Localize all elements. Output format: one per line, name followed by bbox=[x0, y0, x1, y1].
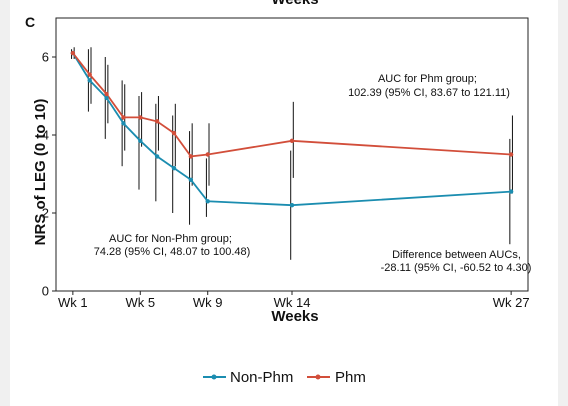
x-tick-label: Wk 27 bbox=[493, 295, 530, 310]
data-point-non-phm bbox=[154, 154, 160, 159]
annotation-phm-auc-line1: AUC for Phm group; bbox=[378, 73, 477, 85]
legend-marker-non-phm bbox=[211, 374, 217, 380]
data-point-phm bbox=[171, 130, 177, 136]
data-point-non-phm bbox=[289, 203, 295, 208]
y-tick-label: 2 bbox=[42, 206, 49, 221]
data-point-phm bbox=[188, 154, 194, 159]
series-points bbox=[70, 50, 514, 208]
annotation-nonphm-auc-line1: AUC for Non-Phm group; bbox=[109, 233, 232, 245]
annotation-diff-auc-line1: Difference between AUCs, bbox=[392, 249, 521, 261]
figure-frame: Weeks C 0 2 4 6 Wk 1 Wk 5 Wk 9 Wk 14 Wk 27 Weeks… bbox=[10, 0, 558, 406]
data-point-non-phm bbox=[121, 121, 126, 126]
data-point-non-phm bbox=[508, 189, 514, 194]
panel-label: C bbox=[25, 14, 35, 30]
data-point-phm bbox=[121, 115, 126, 120]
annotation-phm-auc: AUC for Phm group; 102.39 (95% CI, 83.67… bbox=[348, 73, 510, 99]
data-point-phm bbox=[87, 72, 92, 77]
x-tick-label: Wk 9 bbox=[193, 295, 223, 310]
data-point-phm bbox=[508, 152, 514, 157]
y-axis-title: NRS of LEG (0 to 10) bbox=[32, 99, 49, 246]
axes: 0 2 4 6 Wk 1 Wk 5 Wk 9 Wk 14 Wk 27 bbox=[42, 17, 530, 310]
line-chart: Weeks C 0 2 4 6 Wk 1 Wk 5 Wk 9 Wk 14 Wk 27 Weeks… bbox=[25, 0, 532, 386]
x-tick-label: Wk 5 bbox=[125, 295, 155, 310]
data-point-phm bbox=[70, 50, 76, 56]
legend-marker-phm bbox=[315, 374, 321, 380]
data-point-non-phm bbox=[138, 138, 143, 144]
data-point-phm bbox=[104, 91, 109, 97]
data-point-non-phm bbox=[87, 78, 92, 83]
annotation-diff-auc: Difference between AUCs, -28.11 (95% CI,… bbox=[381, 249, 532, 274]
y-tick-label: 4 bbox=[42, 128, 49, 143]
x-axis-title: Weeks bbox=[271, 308, 318, 325]
legend-label-phm: Phm bbox=[335, 369, 366, 386]
data-point-phm bbox=[289, 138, 295, 144]
top-clipped-label: Weeks bbox=[271, 0, 318, 8]
annotation-diff-auc-line2: -28.11 (95% CI, -60.52 to 4.30) bbox=[381, 262, 532, 274]
annotation-nonphm-auc-line2: 74.28 (95% CI, 48.07 to 100.48) bbox=[94, 246, 251, 258]
data-point-non-phm bbox=[171, 165, 177, 171]
data-point-phm bbox=[154, 119, 160, 124]
data-point-phm bbox=[205, 152, 210, 157]
y-tick-label: 6 bbox=[42, 50, 49, 65]
x-tick-label: Wk 14 bbox=[274, 295, 311, 310]
y-tick-label: 0 bbox=[42, 284, 49, 299]
data-point-non-phm bbox=[205, 199, 210, 204]
x-tick-label: Wk 1 bbox=[58, 295, 88, 310]
data-point-phm bbox=[138, 115, 143, 120]
annotation-nonphm-auc: AUC for Non-Phm group; 74.28 (95% CI, 48… bbox=[94, 233, 251, 258]
data-point-non-phm bbox=[104, 95, 109, 101]
annotation-phm-auc-line2: 102.39 (95% CI, 83.67 to 121.11) bbox=[348, 87, 510, 99]
legend-label-non-phm: Non-Phm bbox=[230, 369, 293, 386]
legend: Non-Phm Phm bbox=[203, 369, 366, 386]
data-point-non-phm bbox=[188, 177, 194, 183]
